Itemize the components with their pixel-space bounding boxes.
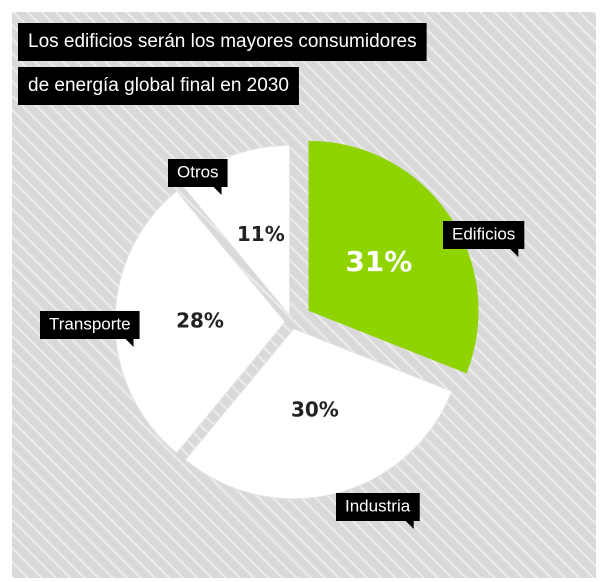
value-label: 31% <box>345 245 412 278</box>
value-label: 28% <box>176 309 224 333</box>
category-label: Industria <box>345 496 411 515</box>
label-pointer <box>213 187 222 195</box>
chart-title: de energía global final en 2030 <box>28 75 289 96</box>
category-label: Transporte <box>49 314 131 333</box>
category-box <box>443 221 525 249</box>
label-pointer <box>405 521 414 529</box>
category-box <box>40 311 140 339</box>
value-label: 11% <box>237 222 285 246</box>
label-pointer <box>510 249 519 257</box>
title-box <box>18 67 299 105</box>
value-label: 30% <box>291 398 339 422</box>
pie-slice <box>308 140 479 374</box>
category-box <box>168 159 228 187</box>
label-pointer <box>125 339 134 347</box>
chart-title: Los edificios serán los mayores consumid… <box>28 31 417 52</box>
category-label: Otros <box>177 162 219 181</box>
category-box <box>336 493 420 521</box>
title-box <box>18 23 427 61</box>
category-label: Edificios <box>452 224 515 243</box>
